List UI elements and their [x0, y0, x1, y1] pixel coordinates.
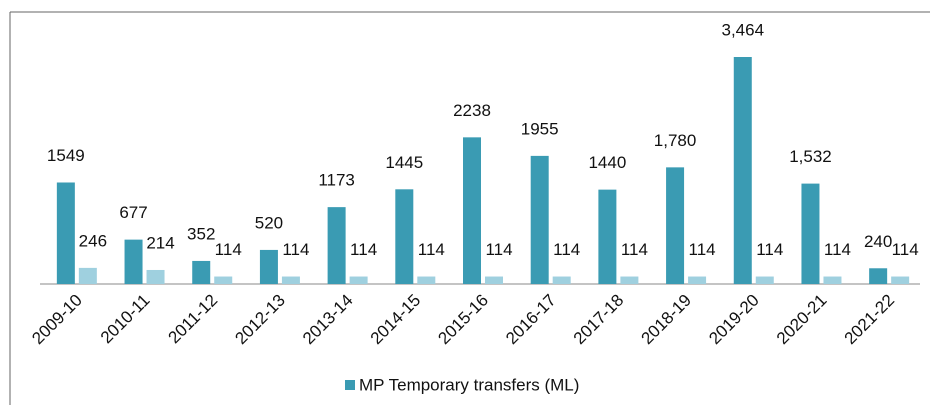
bar — [349, 276, 368, 284]
x-tick-label: 2016-17 — [502, 291, 560, 349]
bar — [598, 189, 617, 284]
bar — [259, 249, 278, 284]
value-label: 240 — [864, 232, 892, 251]
x-tick-label: 2013-14 — [299, 291, 357, 349]
x-tick-label: 2017-18 — [570, 291, 628, 349]
bar — [530, 155, 549, 284]
x-tick-label: 2009-10 — [28, 291, 86, 349]
x-tick-label: 2020-21 — [773, 291, 831, 349]
bar — [733, 57, 752, 284]
value-label: 114 — [350, 240, 377, 259]
value-label: 677 — [119, 203, 147, 222]
value-label: 1955 — [521, 119, 559, 138]
x-tick-label: 2012-13 — [231, 291, 289, 349]
bar — [192, 260, 211, 284]
bar — [327, 207, 346, 284]
x-tick-label: 2018-19 — [638, 291, 696, 349]
value-label: 114 — [215, 240, 242, 259]
x-tick-label: 2011-12 — [165, 291, 222, 348]
value-label: 520 — [255, 213, 283, 232]
value-label: 114 — [282, 240, 309, 259]
legend-swatch — [345, 380, 355, 390]
bar — [666, 167, 685, 284]
bar — [869, 268, 888, 284]
value-label: 114 — [485, 240, 512, 259]
bar — [755, 276, 774, 284]
value-label: 3,464 — [721, 20, 764, 39]
bar — [281, 276, 300, 284]
value-label: 114 — [756, 240, 783, 259]
value-label: 1,780 — [654, 131, 697, 150]
bar — [395, 189, 414, 284]
value-label: 114 — [824, 240, 851, 259]
bar — [485, 276, 503, 284]
value-label: 114 — [418, 240, 445, 259]
bar — [417, 276, 436, 284]
bar — [891, 276, 910, 284]
value-label: 214 — [146, 233, 174, 252]
bar — [56, 182, 75, 284]
value-label: 352 — [187, 224, 215, 243]
bar — [688, 276, 707, 284]
x-tick-label: 2014-15 — [367, 291, 425, 349]
value-label: 114 — [621, 240, 648, 259]
x-tick-label: 2019-20 — [705, 291, 763, 349]
value-label: 114 — [689, 240, 716, 259]
value-label: 1549 — [47, 146, 85, 165]
x-tick-label: 2015-16 — [434, 291, 492, 349]
value-label: 1445 — [385, 153, 423, 172]
bar — [801, 183, 820, 284]
value-label: 114 — [892, 240, 919, 259]
bar — [823, 276, 842, 284]
bar — [620, 276, 639, 284]
value-label: 1440 — [588, 153, 626, 172]
value-label: 246 — [79, 231, 107, 250]
legend-label: MP Temporary transfers (ML) — [359, 375, 579, 394]
bar — [552, 276, 571, 284]
x-tick-label: 2010-11 — [97, 291, 154, 348]
bar — [214, 276, 233, 284]
x-tick-label: 2021-22 — [841, 291, 899, 349]
bar — [78, 267, 97, 284]
value-label: 114 — [553, 240, 580, 259]
bar — [146, 269, 165, 284]
bar — [463, 137, 481, 284]
value-label: 1173 — [318, 171, 355, 190]
value-label: 2238 — [453, 101, 491, 120]
value-label: 1,532 — [789, 147, 832, 166]
bar — [124, 239, 143, 284]
